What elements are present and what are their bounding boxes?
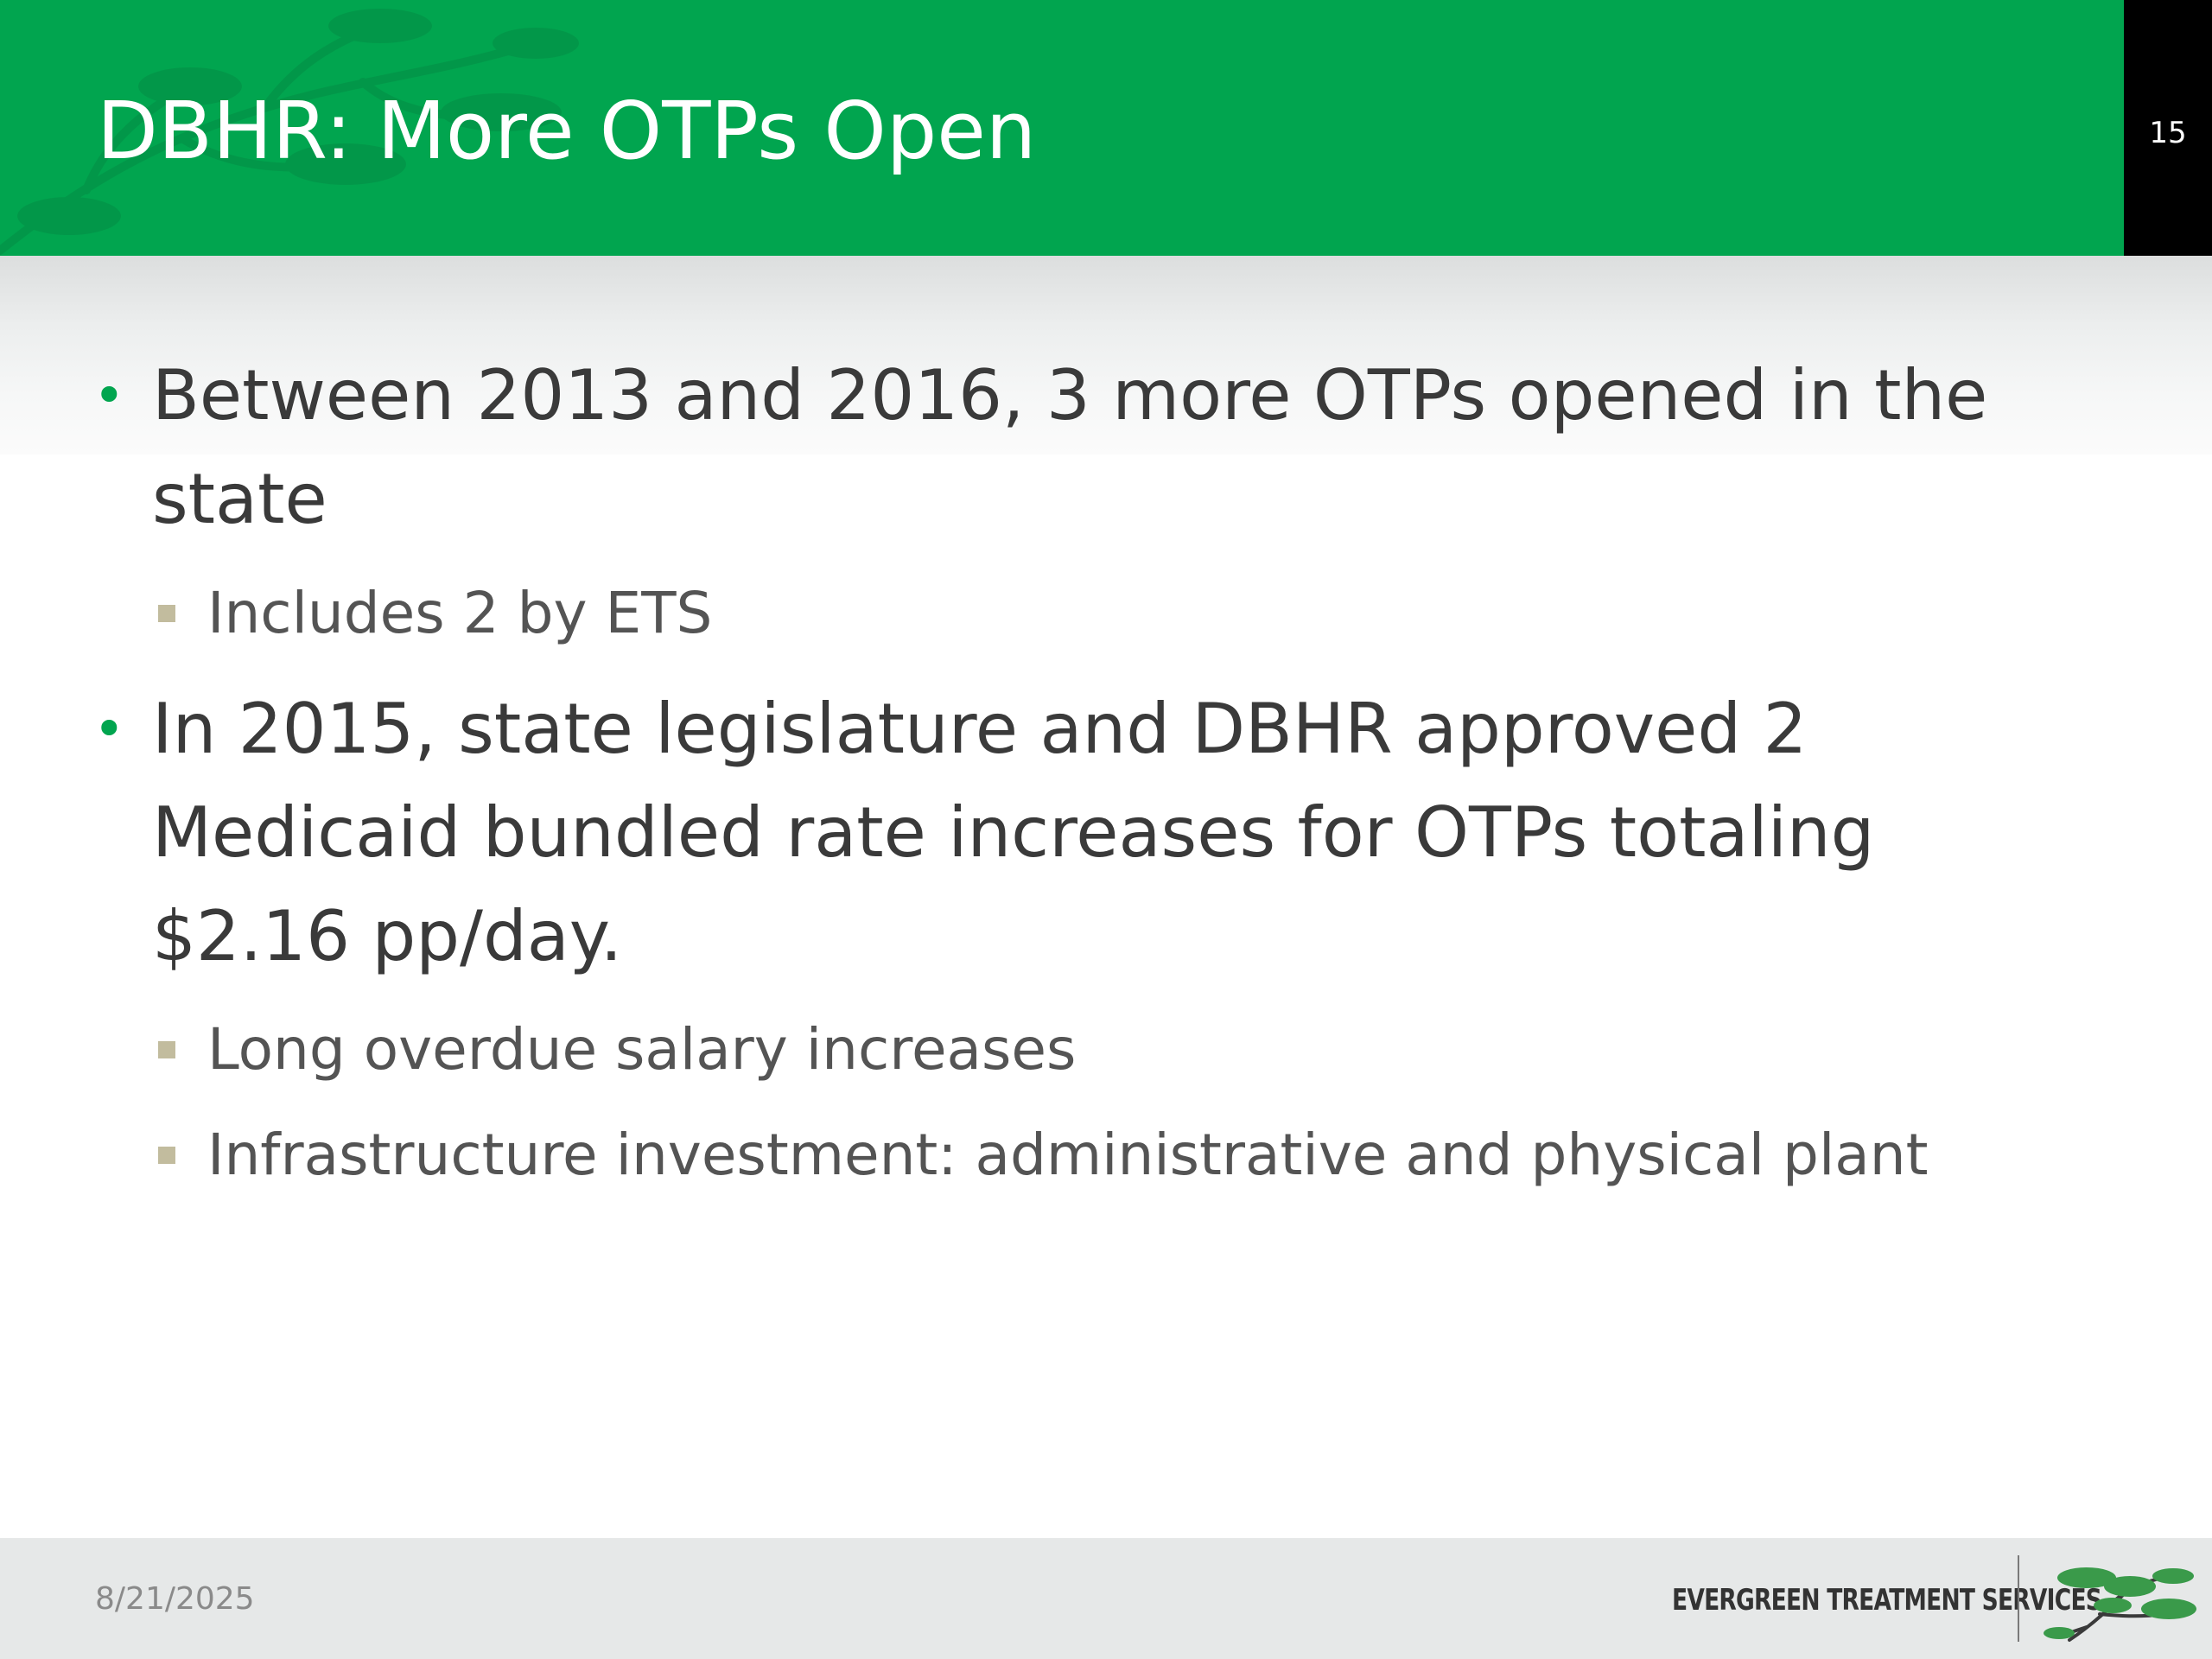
sub-bullet-text: Long overdue salary increases <box>207 1016 1077 1083</box>
slide-number-box: 15 <box>2124 0 2212 256</box>
slide-body: • Between 2013 and 2016, 3 more OTPs ope… <box>93 355 1988 1188</box>
footer: 8/21/2025 EVERGREEN TREATMENT SERVICES <box>0 1538 2212 1659</box>
sub-bullet-text: Includes 2 by ETS <box>207 580 713 646</box>
bullet-text: Between 2013 and 2016, 3 more OTPs opene… <box>152 355 1988 435</box>
bullet-dot-icon: • <box>93 697 125 760</box>
square-bullet-icon <box>158 1147 175 1164</box>
evergreen-tree-icon <box>2044 1567 2196 1642</box>
title-bar: DBHR: More OTPs Open <box>0 0 2124 256</box>
bullet-text: $2.16 pp/day. <box>152 896 623 976</box>
slide-number: 15 <box>2149 116 2187 150</box>
slide-title: DBHR: More OTPs Open <box>97 85 1037 177</box>
bullet-dot-icon: • <box>93 364 125 427</box>
bullet-text: Medicaid bundled rate increases for OTPs… <box>152 792 1875 873</box>
square-bullet-icon <box>158 1041 175 1058</box>
bullet-text: In 2015, state legislature and DBHR appr… <box>152 689 1808 769</box>
brand-name: EVERGREEN TREATMENT SERVICES <box>1672 1583 2102 1618</box>
sub-bullet-text: Infrastructure investment: administrativ… <box>207 1122 1929 1188</box>
bullet-text: state <box>152 459 327 539</box>
branch-watermark-icon <box>0 9 579 255</box>
square-bullet-icon <box>158 605 175 622</box>
slide-date: 8/21/2025 <box>95 1581 255 1617</box>
header-shadow <box>0 256 2212 454</box>
footer-divider <box>2018 1555 2019 1642</box>
